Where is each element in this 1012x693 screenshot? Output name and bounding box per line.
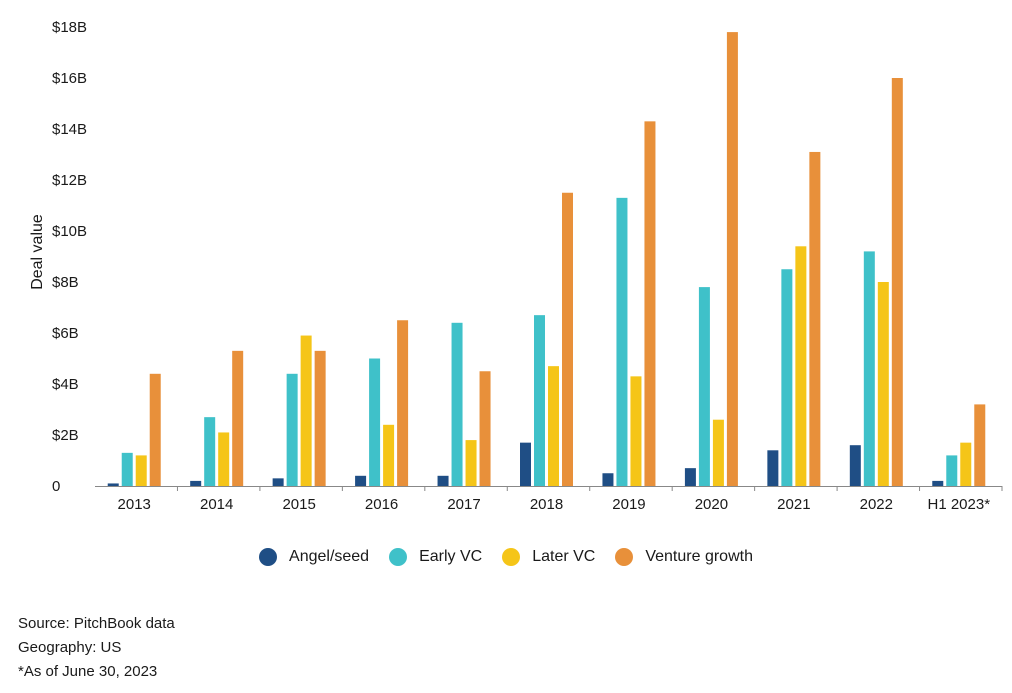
bar-angel-seed-2014 xyxy=(190,480,202,486)
bar-early-vc-2018 xyxy=(534,315,545,486)
y-tick-label: $16B xyxy=(52,70,87,87)
bar-early-vc-2013 xyxy=(121,452,133,486)
bar-venture-growth-2014 xyxy=(232,350,244,486)
bar-venture-growth-2017 xyxy=(479,371,491,486)
y-tick-label: $14B xyxy=(52,121,87,138)
bar-early-vc-2019 xyxy=(616,197,628,486)
legend: Angel/seed Early VC Later VC Venture growth xyxy=(0,548,1012,566)
bar-early-vc-h1-2023 xyxy=(946,455,958,486)
bar-venture-growth-2015 xyxy=(314,350,326,486)
bar-early-vc-2021 xyxy=(781,269,793,486)
y-tick-label: $10B xyxy=(52,223,87,240)
legend-label: Later VC xyxy=(532,548,596,565)
x-tick-label: 2013 xyxy=(118,496,151,513)
legend-swatch xyxy=(389,548,408,566)
deal-value-chart: 0$2B$4B$6B$8B$10B$12B$14B$16B$18B 2013 20… xyxy=(29,19,1003,513)
x-tick-label: 2018 xyxy=(530,496,563,513)
bar-angel-seed-2013 xyxy=(107,483,119,486)
x-tick-label: 2020 xyxy=(695,496,728,513)
x-tick-label: 2016 xyxy=(365,496,398,513)
y-tick-label: $2B xyxy=(52,427,79,444)
bar-venture-growth-2022 xyxy=(891,78,903,486)
legend-swatch xyxy=(502,548,521,566)
bar-venture-growth-2018 xyxy=(562,192,573,486)
geography-note: Geography: US xyxy=(18,639,122,656)
legend-label: Angel/seed xyxy=(289,548,370,565)
bar-later-vc-2017 xyxy=(465,440,477,486)
bar-venture-growth-2019 xyxy=(644,121,656,486)
bar-later-vc-2022 xyxy=(877,282,889,486)
y-axis-title: Deal value xyxy=(29,214,46,290)
bar-angel-seed-2015 xyxy=(272,478,284,486)
bar-later-vc-2016 xyxy=(383,424,395,486)
bar-later-vc-h1-2023 xyxy=(960,442,972,486)
asof-note: *As of June 30, 2023 xyxy=(18,663,158,680)
y-tick-label: 0 xyxy=(52,478,60,495)
legend-swatch xyxy=(259,548,278,566)
x-tick-label: 2022 xyxy=(860,496,893,513)
bar-angel-seed-h1-2023 xyxy=(932,480,944,486)
x-tick-label: 2017 xyxy=(447,496,480,513)
bar-early-vc-2016 xyxy=(369,358,381,486)
legend-item: Angel/seed xyxy=(259,548,369,566)
bar-angel-seed-2021 xyxy=(767,450,779,486)
bar-later-vc-2019 xyxy=(630,376,642,486)
source-note: Source: PitchBook data xyxy=(18,615,175,632)
legend-item: Later VC xyxy=(502,548,595,566)
bar-later-vc-2018 xyxy=(548,366,559,486)
x-tick-label: 2021 xyxy=(777,496,810,513)
bar-angel-seed-2022 xyxy=(849,445,861,486)
y-tick-label: $18B xyxy=(52,19,87,36)
bar-angel-seed-2016 xyxy=(355,475,367,486)
bar-angel-seed-2018 xyxy=(520,442,531,486)
bar-later-vc-2015 xyxy=(300,335,312,486)
bar-later-vc-2014 xyxy=(218,432,230,486)
bar-venture-growth-2021 xyxy=(809,151,821,486)
y-tick-label: $4B xyxy=(52,376,79,393)
bar-venture-growth-h1-2023 xyxy=(974,404,986,486)
legend-label: Early VC xyxy=(419,548,483,565)
bar-angel-seed-2017 xyxy=(437,475,449,486)
bar-early-vc-2017 xyxy=(451,322,463,486)
bar-later-vc-2013 xyxy=(135,455,147,486)
bar-later-vc-2021 xyxy=(795,246,807,486)
legend-item: Venture growth xyxy=(615,548,753,566)
bar-early-vc-2020 xyxy=(698,287,710,486)
bar-venture-growth-2013 xyxy=(149,373,161,486)
y-tick-label: $6B xyxy=(52,325,79,342)
bar-angel-seed-2019 xyxy=(602,473,614,486)
bar-early-vc-2014 xyxy=(204,417,216,486)
bar-venture-growth-2016 xyxy=(397,320,409,486)
bar-early-vc-2022 xyxy=(863,251,875,486)
legend-label: Venture growth xyxy=(645,548,753,565)
x-tick-label: 2014 xyxy=(200,496,233,513)
x-tick-label: H1 2023* xyxy=(927,496,990,513)
legend-swatch xyxy=(615,548,634,566)
legend-item: Early VC xyxy=(389,548,482,566)
x-axis: 2013 2014 2015 2016 2017 2018 2019 2020 2021 2022… xyxy=(95,486,1003,513)
x-tick-label: 2015 xyxy=(282,496,315,513)
x-tick-label: 2019 xyxy=(612,496,645,513)
bar-later-vc-2020 xyxy=(712,419,724,486)
bar-venture-growth-2020 xyxy=(726,32,738,486)
notes: Source: PitchBook data Geography: US *As… xyxy=(18,612,175,684)
bar-early-vc-2015 xyxy=(286,373,298,486)
y-tick-label: $12B xyxy=(52,172,87,189)
bar-angel-seed-2020 xyxy=(684,468,696,486)
bars xyxy=(107,32,986,486)
y-tick-label: $8B xyxy=(52,274,79,291)
y-axis: 0 $2B $4B $6B $8B $10B $12B $14B $16B $18B xyxy=(52,19,87,495)
